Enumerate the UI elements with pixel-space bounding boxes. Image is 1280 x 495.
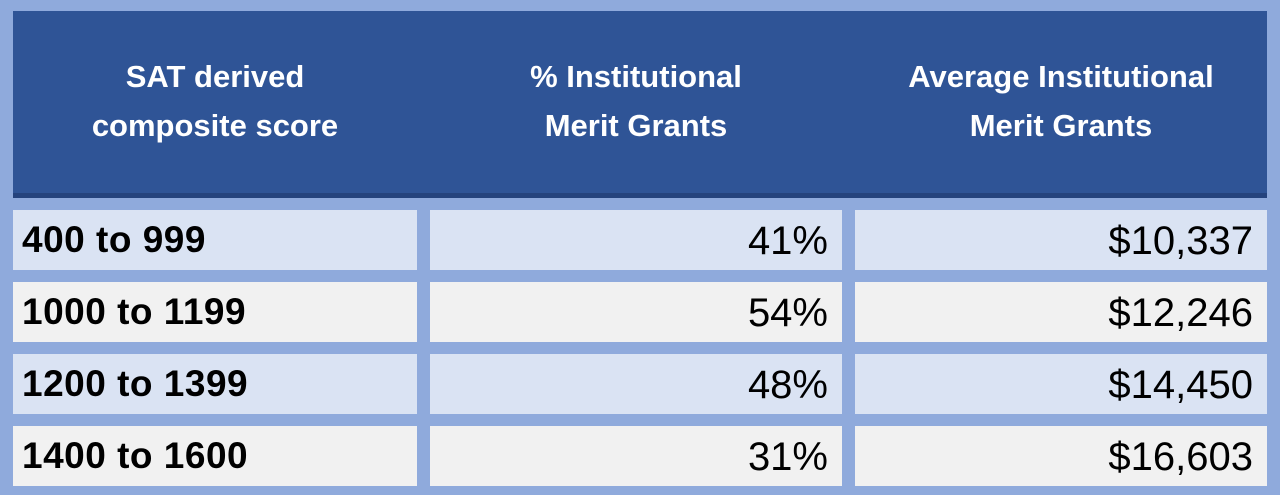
percent-cell: 41% <box>430 210 842 270</box>
header-line: % Institutional <box>530 59 742 95</box>
percent-cell: 31% <box>430 426 842 486</box>
score-cell: 1400 to 1600 <box>13 426 417 486</box>
score-cell: 1200 to 1399 <box>13 354 417 414</box>
percent-cell: 54% <box>430 282 842 342</box>
score-cell: 1000 to 1199 <box>13 282 417 342</box>
table-grid: SAT derived composite score % Institutio… <box>13 11 1267 486</box>
header-cell-sat-composite-score: SAT derived composite score <box>13 53 417 151</box>
amount-cell: $14,450 <box>855 354 1267 414</box>
header-cell-percent-merit-grants: % Institutional Merit Grants <box>430 53 842 151</box>
amount-cell: $10,337 <box>855 210 1267 270</box>
score-cell: 400 to 999 <box>13 210 417 270</box>
header-line: Merit Grants <box>544 108 728 143</box>
table-header: SAT derived composite score % Institutio… <box>13 11 1267 198</box>
amount-cell: $16,603 <box>855 426 1267 486</box>
percent-cell: 48% <box>430 354 842 414</box>
header-line: composite score <box>91 108 339 143</box>
header-cell-average-merit-grants: Average Institutional Merit Grants <box>855 53 1267 151</box>
header-line: Merit Grants <box>969 108 1153 143</box>
header-line: SAT derived <box>125 59 305 95</box>
header-line: Average Institutional <box>908 59 1214 95</box>
amount-cell: $12,246 <box>855 282 1267 342</box>
